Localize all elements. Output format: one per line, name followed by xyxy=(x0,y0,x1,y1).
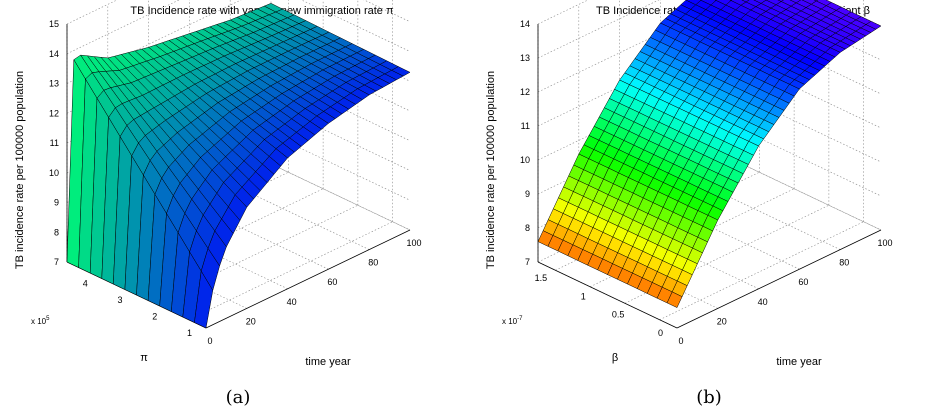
z-tick-label: 10 xyxy=(49,168,59,178)
z-tick-label: 7 xyxy=(525,257,530,267)
z-tick-label: 13 xyxy=(520,53,530,63)
y-tick-label: 1.5 xyxy=(535,273,548,283)
surface-cell xyxy=(666,291,683,308)
x-tick-label: 0 xyxy=(678,336,683,346)
x-tick-label: 40 xyxy=(287,297,297,307)
z-tick-label: 8 xyxy=(54,227,59,237)
y-axis-label: β xyxy=(612,352,618,364)
x-tick-label: 100 xyxy=(406,238,421,248)
surface-cell xyxy=(194,270,214,329)
x-tick-label: 40 xyxy=(758,297,768,307)
x-axis-line xyxy=(205,229,411,329)
grid-line xyxy=(188,221,393,321)
grid-line xyxy=(741,163,882,231)
x-tick-label: 60 xyxy=(798,277,808,287)
grid-line xyxy=(270,163,411,231)
y-tick-label: 4 xyxy=(83,279,88,289)
z-tick-label: 12 xyxy=(520,87,530,97)
x-tick-label: 80 xyxy=(839,258,849,268)
figure-caption-b: (b) xyxy=(696,387,722,408)
chart-panel-b: TB Incidence rate with varying transmiss… xyxy=(471,0,942,413)
grid-line xyxy=(66,0,242,84)
y-tick-label: 0 xyxy=(658,328,663,338)
x-axis-line xyxy=(676,229,882,329)
grid-line xyxy=(619,222,759,290)
x-tick-label: 100 xyxy=(877,238,892,248)
y-tick-label: 1 xyxy=(187,328,192,338)
surface-plot-a: TB Incidence rate with varying new immig… xyxy=(14,0,422,368)
grid-line xyxy=(148,222,288,290)
grid-line xyxy=(741,129,882,197)
panel-a-surface xyxy=(66,3,411,329)
x-tick-label: 20 xyxy=(246,316,256,326)
grid-line xyxy=(537,0,731,93)
surface-cell xyxy=(741,0,750,3)
y-axis-line xyxy=(537,261,678,329)
grid-line xyxy=(107,242,247,309)
z-tick-label: 13 xyxy=(49,79,59,89)
y-tick-label: 2 xyxy=(152,312,157,322)
z-tick-label: 15 xyxy=(49,19,59,29)
z-tick-label: 14 xyxy=(49,49,59,59)
z-axis-label: TB incidence rate per 100000 population xyxy=(14,71,26,269)
y-axis-exponent: x 105 xyxy=(31,316,50,326)
chart-panel-a: TB Incidence rate with varying new immig… xyxy=(14,0,422,408)
x-axis-label: time year xyxy=(305,356,351,368)
grid-line xyxy=(537,0,660,59)
grid-line xyxy=(660,202,800,270)
grid-line xyxy=(270,163,411,231)
grid-line xyxy=(659,221,864,321)
y-axis-exponent: x 10-7 xyxy=(502,316,523,326)
panel-b-surface xyxy=(537,0,882,308)
grid-line xyxy=(624,204,830,304)
grid-line xyxy=(230,183,370,250)
z-tick-label: 9 xyxy=(525,189,530,199)
x-tick-label: 20 xyxy=(717,316,727,326)
x-tick-label: 80 xyxy=(368,258,378,268)
x-tick-label: 60 xyxy=(327,277,337,287)
z-tick-label: 8 xyxy=(525,223,530,233)
y-tick-label: 1 xyxy=(581,291,586,301)
grid-line xyxy=(189,202,329,270)
grid-line xyxy=(153,204,359,304)
figure-caption-a: (a) xyxy=(225,387,251,408)
grid-line xyxy=(741,163,882,231)
z-tick-label: 9 xyxy=(54,198,59,208)
grid-line xyxy=(66,0,180,55)
z-tick-label: 11 xyxy=(50,138,59,148)
y-tick-label: 3 xyxy=(117,295,122,305)
grid-line xyxy=(701,183,841,250)
z-tick-label: 7 xyxy=(54,257,59,267)
x-axis-label: time year xyxy=(776,356,822,368)
surface-plot-b: TB Incidence rate with varying transmiss… xyxy=(485,0,893,368)
grid-line xyxy=(578,242,718,309)
z-axis-label: TB incidence rate per 100000 population xyxy=(485,71,497,269)
z-tick-label: 14 xyxy=(520,19,530,29)
z-tick-label: 11 xyxy=(521,121,530,131)
z-tick-label: 12 xyxy=(49,108,59,118)
y-axis-label: π xyxy=(140,352,148,364)
x-tick-label: 0 xyxy=(207,336,212,346)
y-tick-label: 0.5 xyxy=(612,310,625,320)
z-tick-label: 10 xyxy=(520,155,530,165)
